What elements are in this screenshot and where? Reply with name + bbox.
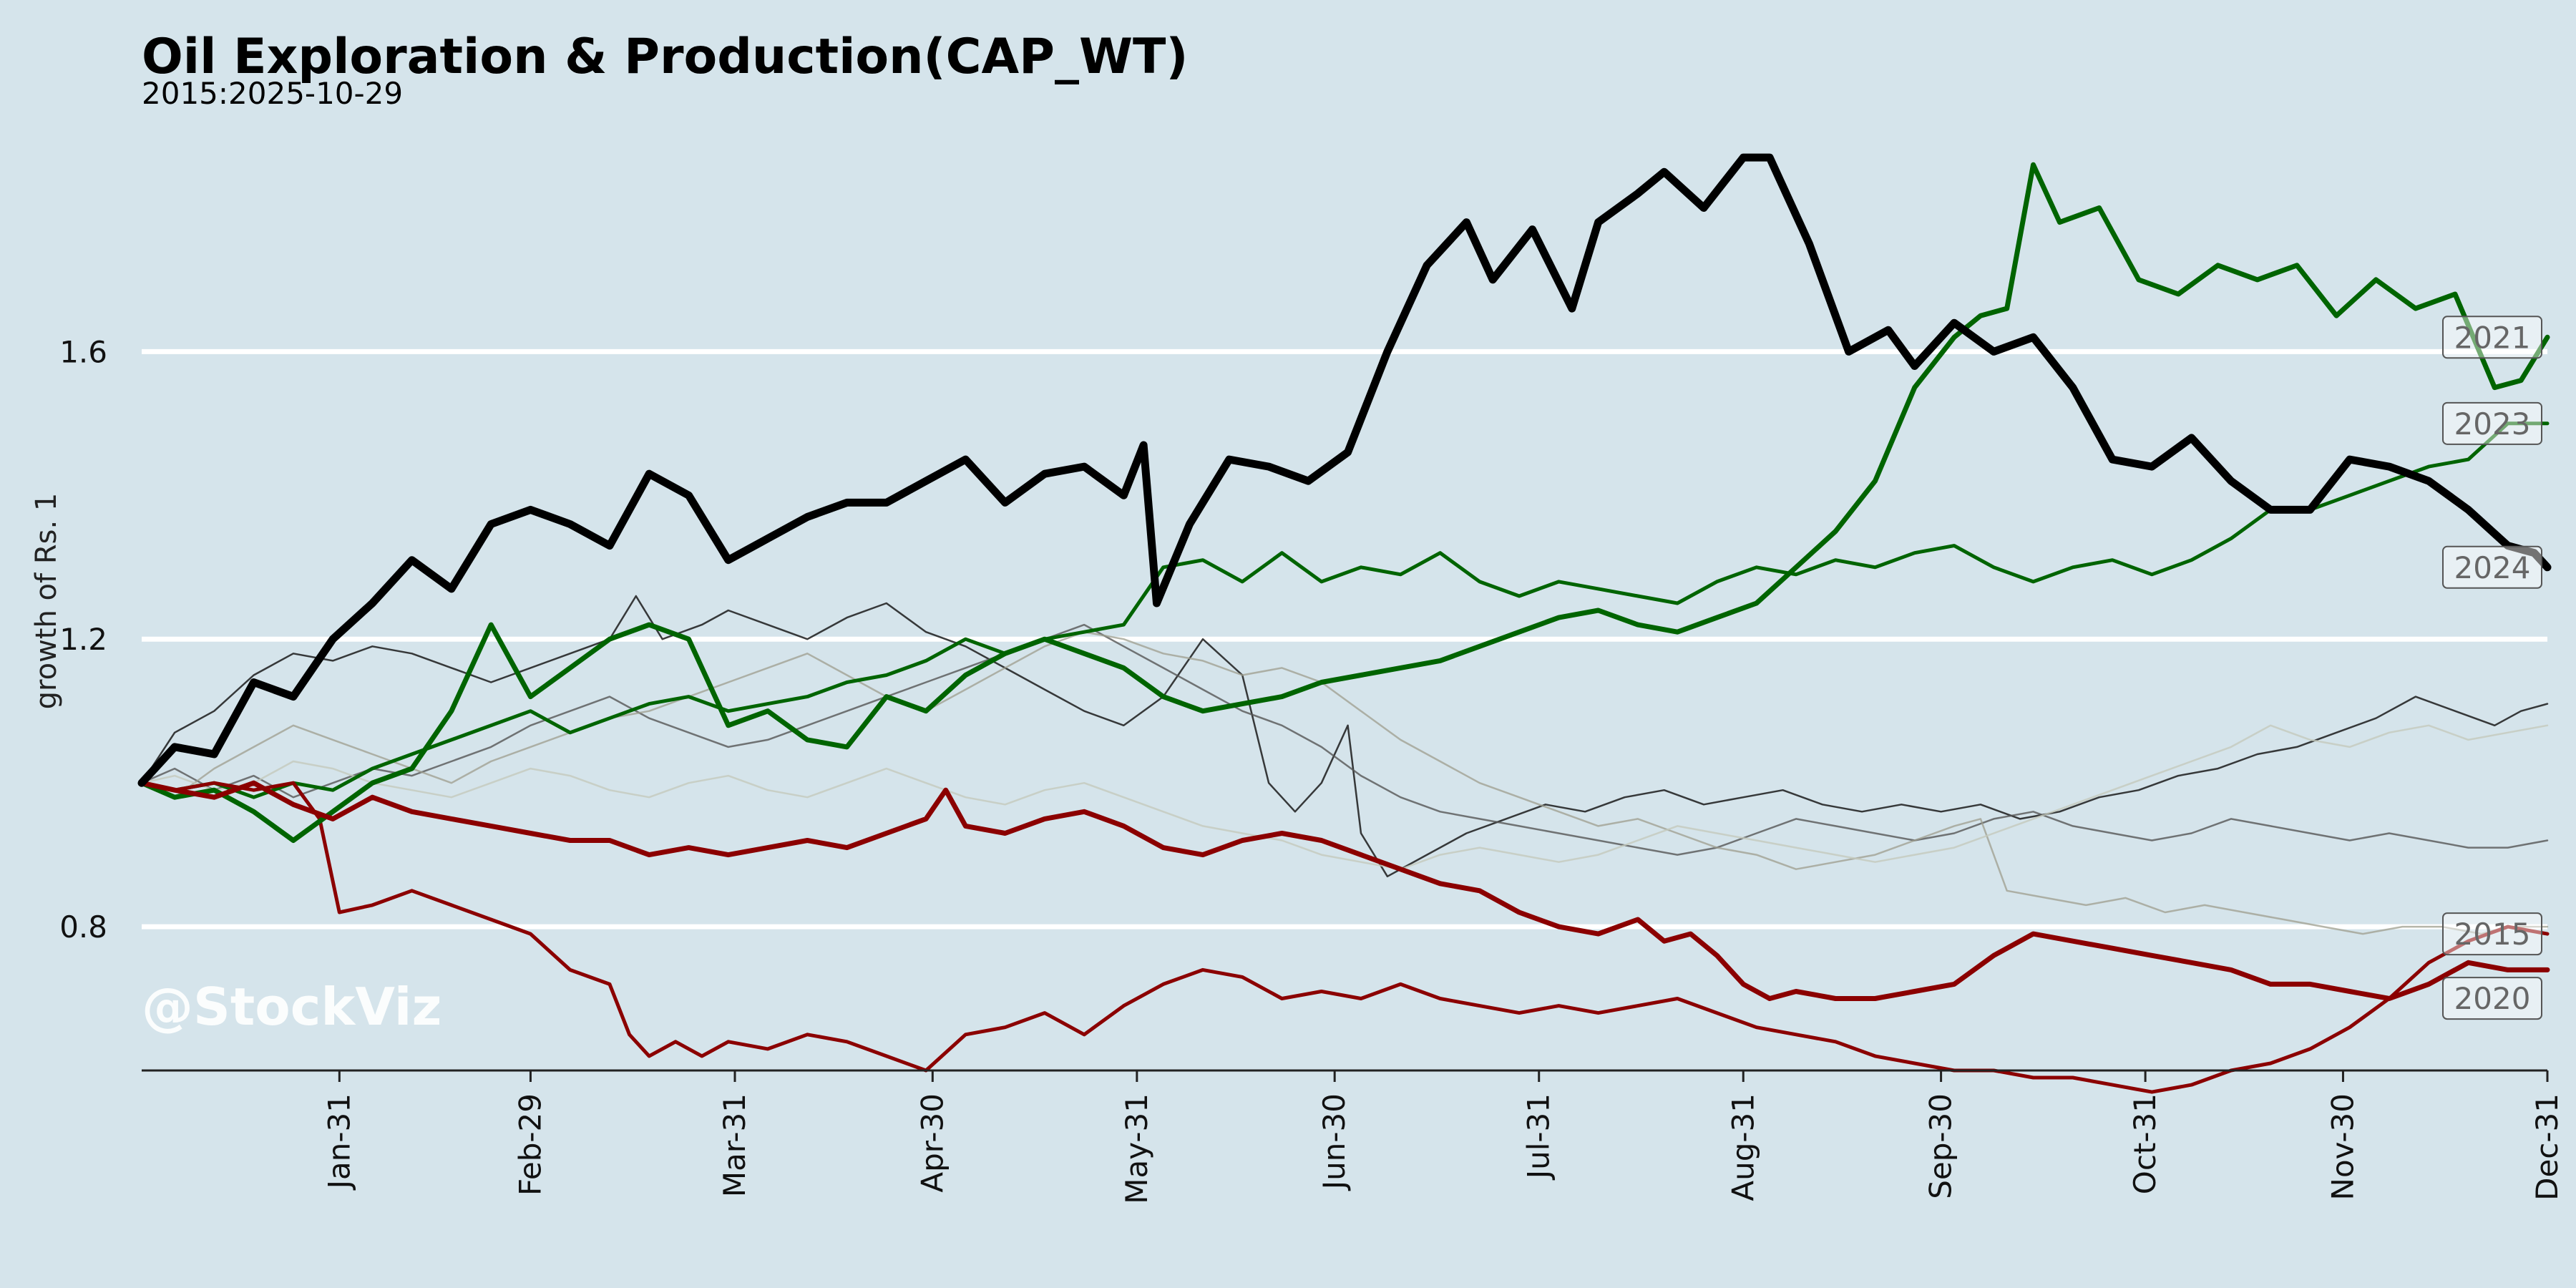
chart-subtitle: 2015:2025-10-29 — [142, 76, 404, 111]
x-tick-label: Mar-31 — [717, 1093, 752, 1197]
series-line-2020 — [139, 780, 2550, 1001]
watermark: @StockViz — [142, 977, 441, 1037]
series-line — [140, 623, 2549, 856]
y-tick-label: 0.8 — [59, 909, 107, 945]
series-label-text: 2021 — [2454, 320, 2531, 355]
x-tick-label: Jul-31 — [1521, 1093, 1556, 1181]
y-tick-label: 1.6 — [59, 334, 107, 369]
x-tick-label: May-31 — [1119, 1093, 1154, 1204]
y-tick-label: 1.2 — [59, 622, 107, 657]
y-axis: 0.8 1.2 1.6 — [59, 334, 107, 945]
series-label-text: 2024 — [2454, 550, 2531, 585]
series-label-2024: 2024 — [2442, 545, 2542, 589]
grid-lines — [142, 348, 2547, 930]
y-axis-label: growth of Rs. 1 — [30, 493, 63, 710]
series-label-box — [2442, 401, 2542, 445]
x-tick-label: Jan-31 — [321, 1093, 356, 1191]
series-line — [140, 630, 2549, 935]
series-line — [140, 595, 2549, 878]
x-tick-label: Dec-31 — [2529, 1093, 2565, 1201]
series-label-text: 2015 — [2454, 917, 2531, 952]
series-label-text: 2023 — [2454, 406, 2531, 441]
x-tick-label: Apr-30 — [914, 1093, 950, 1193]
series-line-2023 — [140, 421, 2550, 799]
x-tick-label: Oct-31 — [2127, 1093, 2162, 1194]
series-label-box — [2442, 912, 2542, 956]
series-label-2023: 2023 — [2442, 401, 2542, 445]
x-axis: Jan-31 Feb-29 Mar-31 Apr-30 May-31 Jun-30 Jul-… — [142, 1069, 2565, 1204]
series-label-2015: 2015 — [2442, 912, 2542, 956]
x-tick-label: Sep-30 — [1923, 1093, 1958, 1199]
x-tick-label: Feb-29 — [512, 1093, 547, 1196]
series-label-box — [2442, 545, 2542, 589]
series-line — [140, 724, 2549, 870]
series-line-2021 — [139, 162, 2550, 843]
series-lines — [137, 153, 2552, 1094]
series-labels: 2021 2023 2024 2015 2020 — [2442, 316, 2542, 1020]
x-tick-label: Aug-31 — [1725, 1093, 1760, 1201]
series-label-2021: 2021 — [2442, 316, 2542, 359]
series-label-text: 2020 — [2454, 981, 2531, 1016]
series-line-2015 — [140, 781, 2550, 1094]
series-label-2020: 2020 — [2442, 977, 2542, 1020]
x-tick-label: Nov-30 — [2325, 1093, 2360, 1200]
chart-title: Oil Exploration & Production(CAP_WT) — [142, 29, 1189, 85]
x-tick-label: Jun-30 — [1317, 1093, 1352, 1191]
series-label-box — [2442, 977, 2542, 1020]
series-line-2024 — [137, 153, 2552, 787]
series-label-box — [2442, 316, 2542, 359]
